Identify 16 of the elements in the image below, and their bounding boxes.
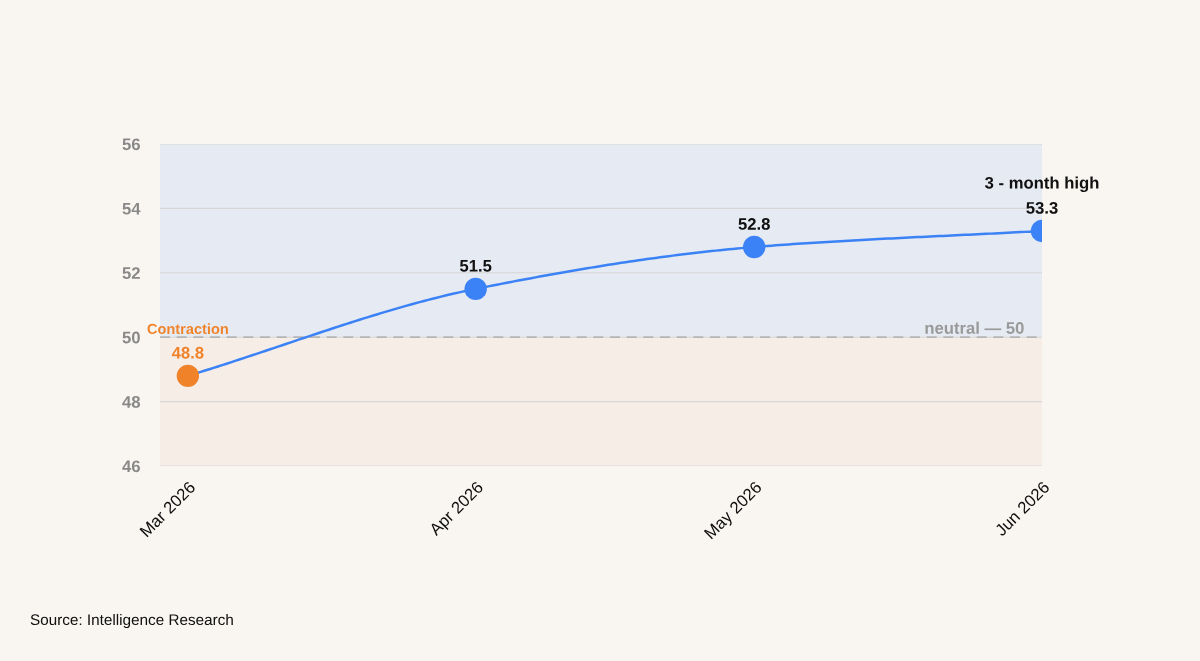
- source-note: Source: Intelligence Research: [30, 613, 233, 629]
- y-tick-label: 56: [122, 138, 140, 151]
- annotation: Contraction: [147, 323, 228, 335]
- data-label: 53.3: [1026, 201, 1058, 214]
- y-tick-label: 50: [122, 331, 140, 344]
- data-label: 51.5: [459, 260, 492, 272]
- data-label: 48.8: [171, 346, 204, 359]
- point: [464, 277, 487, 301]
- y-tick-label: 46: [122, 460, 140, 473]
- y-tick-label: 52: [122, 267, 140, 279]
- y-tick-label: 54: [122, 202, 141, 215]
- ref-line-label: neutral — 50: [925, 321, 1024, 334]
- annotation: 3 - month high: [984, 176, 1099, 193]
- point: [176, 364, 200, 388]
- y-tick-label: 48: [122, 396, 141, 408]
- data-label: 52.8: [738, 218, 770, 230]
